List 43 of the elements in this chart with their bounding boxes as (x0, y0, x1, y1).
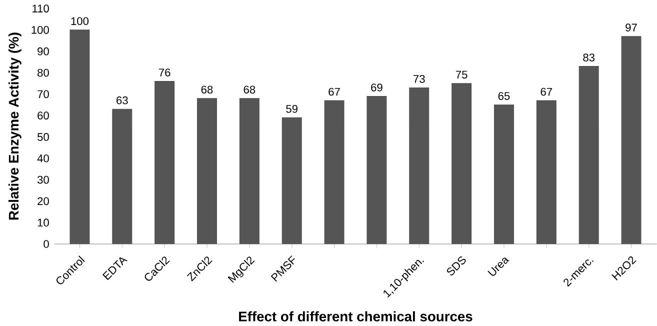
y-tick-label: 90 (38, 47, 49, 56)
data-label: 68 (201, 86, 213, 94)
x-tick-label: Urea (488, 258, 510, 276)
data-label: 67 (328, 88, 340, 96)
data-label: 63 (116, 96, 128, 104)
bar (366, 96, 387, 244)
data-label: 83 (583, 54, 595, 62)
y-tick-label: 60 (38, 112, 49, 120)
y-tick-label: 50 (37, 133, 49, 141)
bar (70, 30, 90, 244)
bar (578, 66, 599, 244)
bar (452, 83, 472, 244)
bar (536, 100, 556, 244)
data-label: 67 (540, 88, 552, 96)
data-label: 73 (414, 74, 425, 83)
y-tick-label: 30 (37, 176, 49, 184)
data-label: 59 (286, 104, 298, 113)
data-label: 69 (371, 84, 382, 92)
bar (494, 104, 514, 244)
data-label: 100 (71, 17, 89, 26)
bar (621, 36, 642, 244)
bar (282, 117, 302, 244)
bar (239, 98, 260, 244)
data-label: 68 (244, 86, 256, 94)
y-tick-label: 110 (32, 4, 49, 12)
bar (154, 81, 175, 244)
bar (409, 87, 430, 244)
y-tick-label: 20 (38, 197, 49, 206)
y-axis-title: Relative Enzyme Activity (%) (8, 32, 22, 220)
y-tick-label: 10 (38, 218, 49, 226)
y-tick-label: 80 (38, 68, 49, 77)
y-tick-label: 70 (38, 90, 49, 98)
y-tick-label: 0 (44, 240, 49, 248)
data-label: 65 (498, 92, 510, 100)
y-tick-label: 100 (32, 26, 49, 34)
x-axis-title: Effect of different chemical sources (239, 311, 472, 322)
y-tick-label: 40 (37, 154, 49, 162)
bar (197, 98, 217, 244)
data-label: 76 (158, 68, 170, 76)
bar (324, 100, 344, 244)
bar (112, 108, 132, 244)
data-label: 97 (626, 24, 637, 32)
data-label: 75 (456, 70, 468, 79)
